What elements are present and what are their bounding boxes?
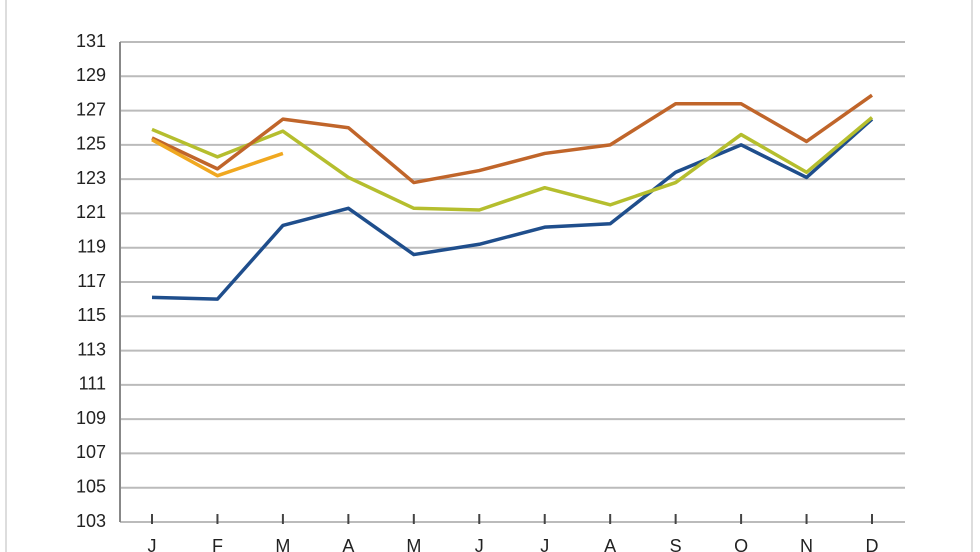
x-tick-label: A	[604, 536, 616, 552]
y-tick-label: 123	[76, 168, 106, 188]
series-line	[151, 93, 874, 185]
y-tick-label: 113	[77, 339, 106, 359]
series-line	[151, 138, 284, 178]
y-tick-label: 115	[77, 305, 106, 325]
y-tick-label: 129	[76, 65, 106, 85]
x-tick-label: D	[866, 536, 879, 552]
series-line	[151, 116, 874, 212]
x-tick-label: J	[540, 536, 549, 552]
y-tick-label: 127	[76, 99, 106, 119]
y-tick-label: 111	[79, 374, 106, 394]
y-tick-label: 131	[76, 31, 106, 51]
y-tick-label: 119	[77, 236, 106, 256]
x-tick-label: M	[275, 536, 290, 552]
y-tick-label: 105	[76, 476, 106, 496]
x-tick-label: N	[800, 536, 813, 552]
series-line	[151, 117, 874, 301]
y-tick-label: 107	[76, 442, 106, 462]
x-tick-label: O	[734, 536, 748, 552]
y-tick-label: 103	[76, 511, 106, 531]
x-tick-label: M	[406, 536, 421, 552]
y-tick-label: 121	[76, 202, 106, 222]
x-tick-label: S	[670, 536, 682, 552]
y-tick-label: 109	[76, 408, 106, 428]
x-tick-label: J	[148, 536, 157, 552]
x-tick-label: F	[212, 536, 223, 552]
x-tick-label: J	[475, 536, 484, 552]
x-tick-label: A	[342, 536, 354, 552]
y-tick-label: 117	[77, 271, 106, 291]
y-tick-label: 125	[76, 134, 106, 154]
